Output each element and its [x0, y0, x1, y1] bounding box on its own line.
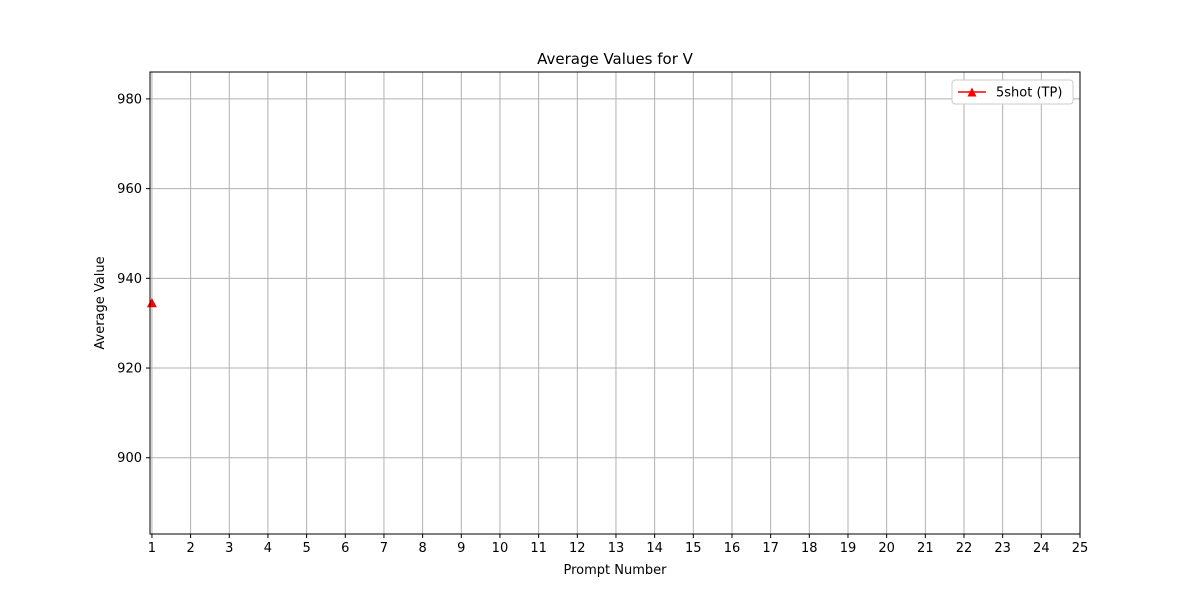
x-axis-label: Prompt Number [564, 563, 668, 578]
x-tick-label: 23 [994, 541, 1011, 556]
x-tick-label: 12 [569, 541, 586, 556]
x-tick-label: 18 [801, 541, 818, 556]
x-tick-label: 2 [186, 541, 194, 556]
x-tick-label: 19 [840, 541, 857, 556]
x-tick-label: 21 [917, 541, 934, 556]
x-tick-label: 24 [1033, 541, 1050, 556]
legend-box [951, 79, 1074, 105]
y-tick-label: 960 [117, 182, 142, 197]
x-tick-label: 11 [530, 541, 547, 556]
x-tick-label: 8 [418, 541, 426, 556]
y-tick-label: 980 [117, 92, 142, 107]
x-tick-label: 15 [685, 541, 702, 556]
x-tick-label: 3 [225, 541, 233, 556]
axis-ticks: 1 2 3 4 5 6 7 8 9 10 11 12 13 14 15 16 17 18 19 20 21 22 23 24 2… [117, 92, 1088, 556]
grid-lines [150, 72, 1081, 534]
series-layer [146, 298, 157, 308]
x-tick-label: 16 [724, 541, 741, 556]
y-tick-label: 900 [117, 451, 142, 466]
y-axis-label: Average Value [93, 256, 108, 349]
x-tick-label: 1 [148, 541, 156, 556]
x-tick-label: 10 [492, 541, 509, 556]
x-tick-label: 17 [762, 541, 779, 556]
x-tick-label: 13 [608, 541, 625, 556]
chart-title: Average Values for V [537, 50, 694, 68]
y-tick-label: 940 [117, 272, 142, 287]
x-tick-label: 6 [341, 541, 349, 556]
y-tick-label: 920 [117, 362, 142, 377]
plot-area-frame [149, 71, 1081, 535]
legend-series-label: 5shot (TP) [996, 86, 1062, 101]
x-tick-label: 25 [1072, 541, 1089, 556]
x-tick-label: 20 [878, 541, 895, 556]
x-tick-label: 7 [380, 541, 388, 556]
data-point-marker [146, 298, 157, 308]
x-tick-label: 14 [646, 541, 663, 556]
x-tick-label: 5 [302, 541, 310, 556]
x-tick-label: 22 [956, 541, 973, 556]
x-tick-label: 9 [457, 541, 465, 556]
legend-series-marker [967, 87, 977, 97]
legend: 5shot (TP) [951, 79, 1074, 105]
x-tick-label: 4 [264, 541, 272, 556]
